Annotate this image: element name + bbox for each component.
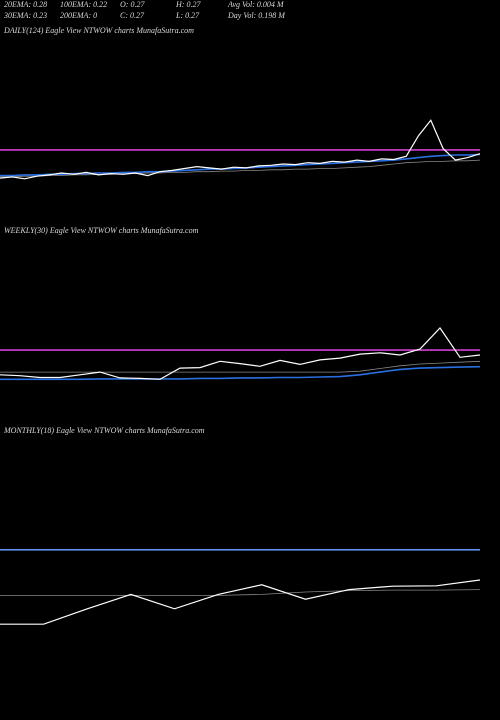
header-stat: 30EMA: 0.23 [3,11,47,20]
panel-title: DAILY(124) Eagle View NTWOW charts Munaf… [3,26,194,35]
series-line [0,153,481,177]
series-line [0,579,481,625]
header-stat: H: 0.27 [175,0,201,9]
header-stat: Day Vol: 0.198 M [227,11,286,20]
header-stat: C: 0.27 [120,11,145,20]
series-line [0,327,481,380]
series-line [0,360,481,373]
series-line [0,589,481,596]
panel-title: WEEKLY(30) Eagle View NTWOW charts Munaf… [4,226,199,235]
series-line [0,365,481,381]
header-stat: 100EMA: 0.22 [60,0,107,9]
series-line [0,159,481,178]
header-stat: 200EMA: 0 [60,11,97,20]
header-stat: O: 0.27 [120,0,145,9]
header-stat: 20EMA: 0.28 [4,0,47,9]
header-stat: L: 0.27 [175,11,200,20]
header-stat: Avg Vol: 0.004 M [227,0,285,9]
series-line [0,119,481,180]
panel-title: MONTHLY(18) Eagle View NTWOW charts Muna… [3,426,205,435]
